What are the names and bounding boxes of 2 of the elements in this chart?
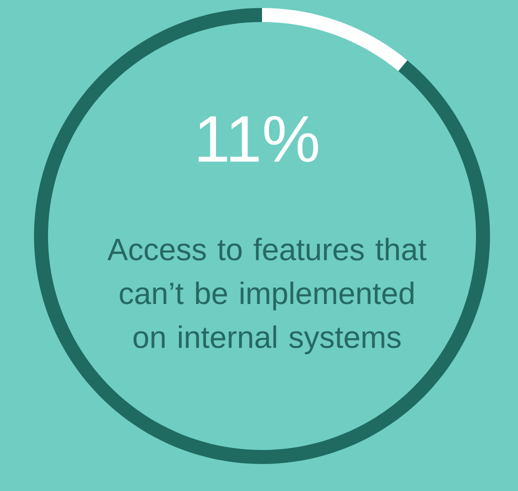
text: Access to features that can’t be implemented on internal systems: [107, 238, 426, 354]
data-label: 11%: [198, 116, 318, 162]
